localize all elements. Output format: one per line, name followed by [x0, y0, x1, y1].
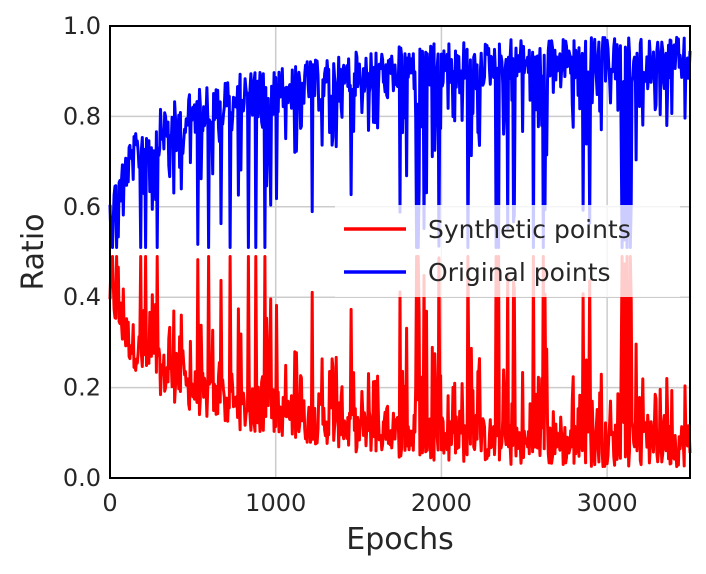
y-tick-label: 0.4: [63, 283, 101, 311]
x-tick-label: 3000: [577, 489, 638, 517]
legend: Synthetic points Original points: [335, 205, 680, 297]
y-tick-label: 0.2: [63, 374, 101, 402]
legend-box: [335, 205, 680, 297]
y-tick-label: 1.0: [63, 12, 101, 40]
y-tick-label: 0.6: [63, 193, 101, 221]
plot-frame: [109, 25, 691, 479]
x-tick-label: 1000: [245, 489, 306, 517]
y-axis-label: Ratio: [16, 213, 51, 290]
x-tick-label: 2000: [411, 489, 472, 517]
legend-label-synthetic: Synthetic points: [428, 215, 631, 244]
x-tick-label: 0: [102, 489, 117, 517]
y-tick-label: 0.8: [63, 102, 101, 130]
tick-layer: 0 1000 2000 3000 0.0 0.2 0.4 0.6 0.8 1.0: [63, 12, 638, 517]
y-tick-label: 0.0: [63, 464, 101, 492]
x-axis-label: Epochs: [346, 522, 454, 557]
legend-label-original: Original points: [428, 258, 611, 287]
